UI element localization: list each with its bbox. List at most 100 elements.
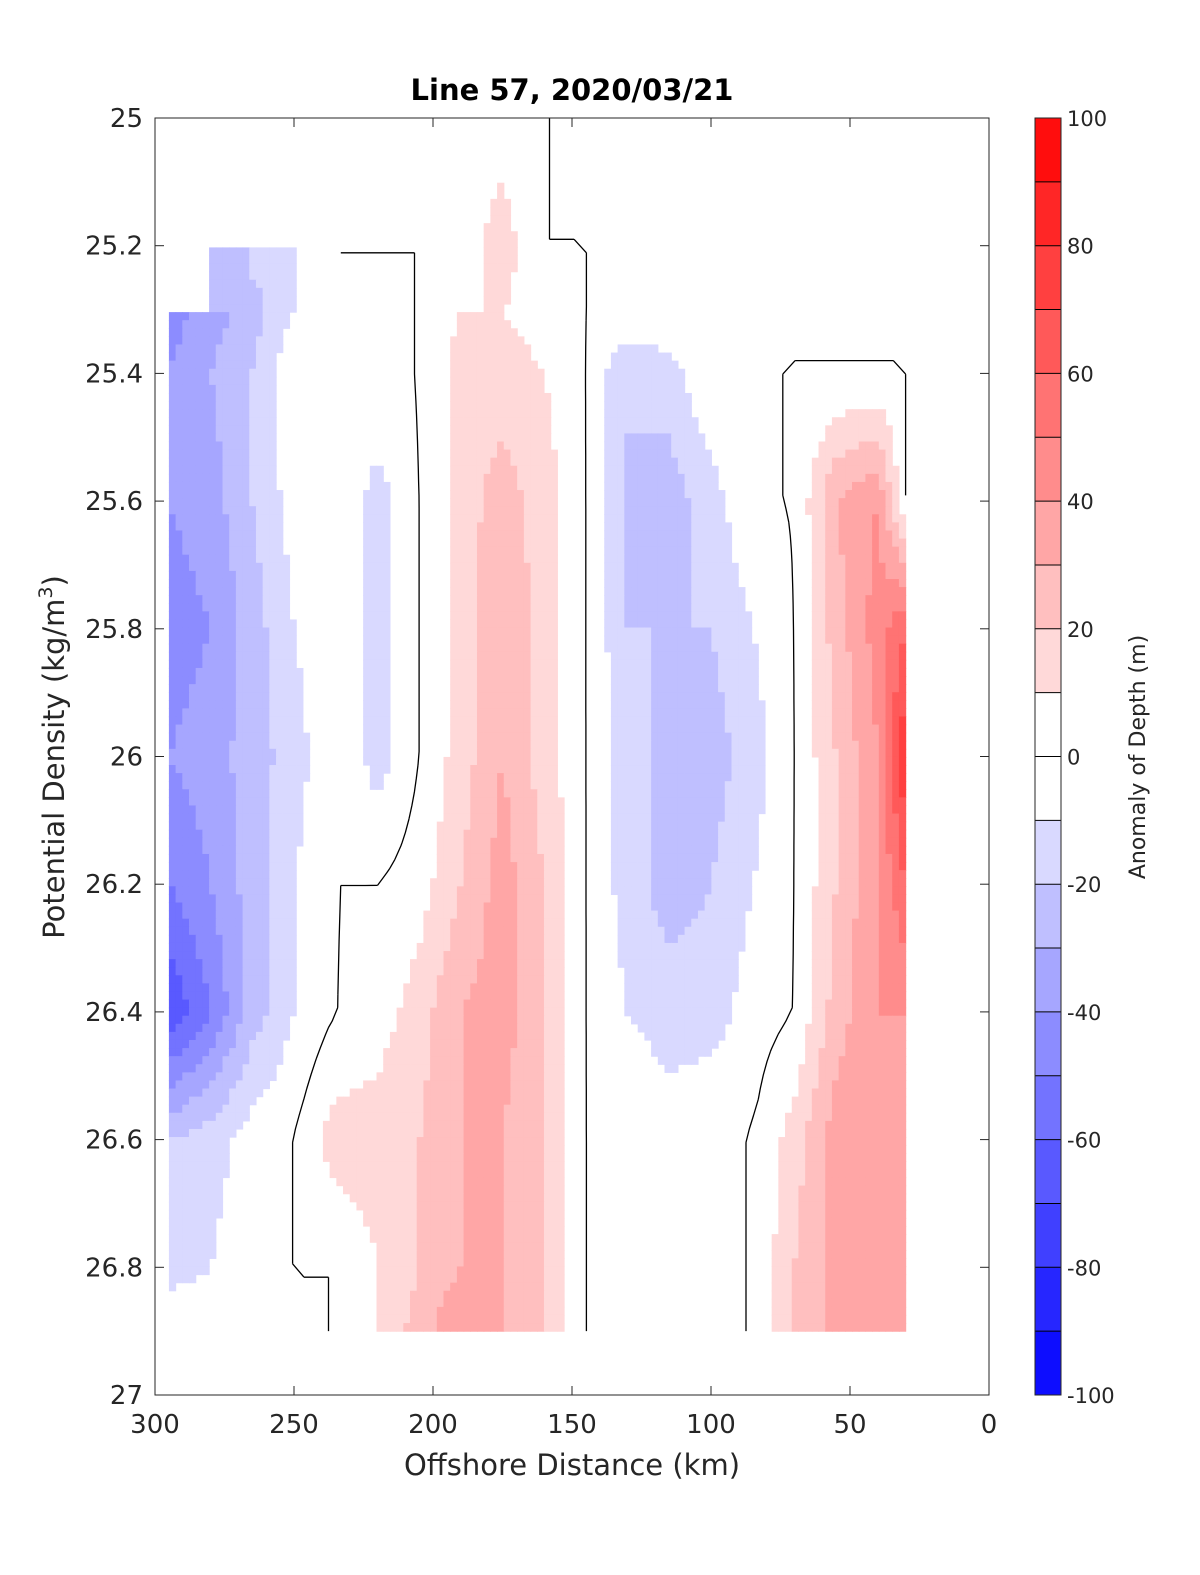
contour-cell xyxy=(450,392,458,402)
contour-cell xyxy=(530,870,538,879)
contour-cell xyxy=(697,894,706,904)
contour-cell xyxy=(483,805,491,815)
contour-cell xyxy=(845,756,853,766)
contour-cell xyxy=(175,457,183,467)
contour-cell xyxy=(617,659,625,669)
contour-cell xyxy=(262,247,270,257)
contour-cell xyxy=(557,902,565,912)
contour-cell xyxy=(202,417,210,426)
contour-cell xyxy=(175,368,183,378)
contour-cell xyxy=(878,797,887,807)
contour-cell xyxy=(282,894,291,904)
contour-cell xyxy=(718,853,726,863)
contour-cell xyxy=(704,643,712,653)
contour-cell xyxy=(550,465,558,475)
contour-cell xyxy=(188,368,197,378)
contour-cell xyxy=(751,813,759,823)
contour-cell xyxy=(517,902,525,912)
contour-cell xyxy=(718,894,726,904)
contour-cell xyxy=(476,570,485,580)
contour-cell xyxy=(604,457,612,467)
contour-cell xyxy=(510,239,518,249)
contour-cell xyxy=(242,659,250,669)
contour-cell xyxy=(470,344,478,354)
contour-cell xyxy=(182,837,190,847)
contour-cell xyxy=(691,692,699,701)
contour-cell xyxy=(624,473,632,483)
contour-cell xyxy=(510,813,518,823)
contour-cell xyxy=(242,425,250,435)
contour-cell xyxy=(651,870,659,879)
contour-cell xyxy=(617,651,625,661)
contour-cell xyxy=(530,902,538,912)
contour-cell xyxy=(537,781,545,790)
contour-cell xyxy=(543,845,552,855)
contour-cell xyxy=(175,409,183,418)
contour-cell xyxy=(436,894,445,904)
contour-cell xyxy=(276,870,284,879)
contour-cell xyxy=(222,773,230,782)
contour-cell xyxy=(838,870,846,879)
contour-cell xyxy=(269,530,277,540)
contour-cell xyxy=(738,724,746,734)
contour-cell xyxy=(671,716,679,726)
contour-cell xyxy=(276,765,284,774)
contour-cell xyxy=(624,554,632,564)
contour-cell xyxy=(744,635,753,645)
contour-cell xyxy=(644,748,652,758)
contour-cell xyxy=(503,651,512,661)
contour-cell xyxy=(255,255,264,265)
contour-cell xyxy=(510,433,518,443)
contour-cell xyxy=(376,676,384,685)
contour-cell xyxy=(691,862,699,871)
contour-cell xyxy=(697,627,706,637)
contour-cell xyxy=(503,506,512,515)
contour-cell xyxy=(878,659,887,669)
contour-cell xyxy=(483,651,491,661)
contour-cell xyxy=(543,433,552,443)
contour-cell xyxy=(195,328,203,337)
contour-cell xyxy=(202,562,210,572)
contour-cell xyxy=(202,320,210,329)
contour-cell xyxy=(450,481,458,491)
contour-cell xyxy=(852,595,860,604)
contour-cell xyxy=(838,490,846,499)
contour-cell xyxy=(872,659,880,669)
contour-cell xyxy=(195,498,203,507)
contour-cell xyxy=(510,578,518,588)
contour-cell xyxy=(617,481,625,491)
contour-cell xyxy=(651,595,659,604)
contour-cell xyxy=(215,538,224,548)
contour-cell xyxy=(503,279,512,289)
contour-cell xyxy=(610,740,619,750)
contour-cell xyxy=(657,732,666,742)
contour-cell xyxy=(490,312,498,321)
contour-cell xyxy=(858,797,867,807)
contour-cell xyxy=(269,490,277,499)
contour-cell xyxy=(644,700,652,709)
contour-cell xyxy=(718,603,726,612)
contour-cell xyxy=(684,805,692,815)
contour-cell xyxy=(557,853,565,863)
contour-cell xyxy=(195,651,203,661)
contour-cell xyxy=(838,530,846,540)
contour-cell xyxy=(718,514,726,523)
contour-cell xyxy=(892,789,900,798)
contour-cell xyxy=(215,360,224,370)
contour-cell xyxy=(537,627,545,637)
contour-cell xyxy=(718,700,726,709)
contour-cell xyxy=(858,740,867,750)
contour-cell xyxy=(289,862,297,871)
contour-cell xyxy=(617,441,625,451)
contour-cell xyxy=(490,748,498,758)
contour-cell xyxy=(503,667,512,677)
contour-cell xyxy=(838,837,846,847)
contour-cell xyxy=(838,562,846,572)
contour-cell xyxy=(296,837,304,847)
contour-cell xyxy=(497,894,505,904)
contour-cell xyxy=(463,732,471,742)
contour-cell xyxy=(624,684,632,693)
contour-cell xyxy=(865,578,873,588)
contour-cell xyxy=(269,805,277,815)
contour-cell xyxy=(644,756,652,766)
